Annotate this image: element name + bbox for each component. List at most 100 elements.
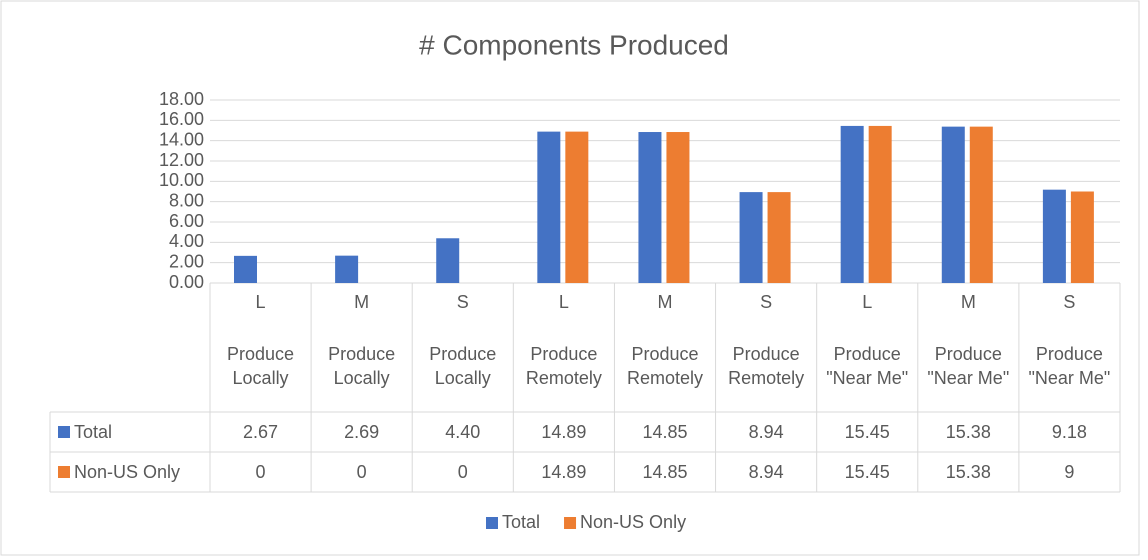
series-label: Non-US Only [74,452,210,492]
group-label-text: Produce Locally [429,344,497,388]
data-table-value-text: 0 [356,462,367,482]
data-table-value-text: 14.89 [541,462,587,482]
category-label: M [311,283,412,320]
category-label: S [1019,283,1120,320]
group-label: Produce "Near Me" [918,320,1019,412]
data-table-value: 15.45 [817,412,918,452]
data-table-value: 0 [412,452,513,492]
group-label-text: Produce Remotely [626,344,703,388]
y-tick-label: 6.00 [169,211,204,231]
category-label: M [918,283,1019,320]
data-table-value: 0 [210,452,311,492]
y-tick-label: 14.00 [159,129,204,149]
bar [335,255,359,283]
y-tick-label: 2.00 [169,251,204,271]
bar [840,125,864,283]
category-label-text: M [354,291,370,312]
group-label-text: Produce "Near Me" [927,344,1010,388]
bar [234,255,257,283]
data-table-value: 2.69 [311,412,412,452]
bar [1070,191,1094,283]
data-table-value-text: 0 [255,462,266,482]
group-label: Produce Locally [311,320,412,412]
bar [739,192,763,283]
data-table-value-text: 15.45 [844,462,890,482]
group-label: Produce Remotely [716,320,817,412]
data-table-value: 4.40 [412,412,513,452]
category-label: M [614,283,715,320]
data-table-value-text: 15.45 [844,422,890,442]
group-label-text: Produce Locally [227,344,295,388]
chart-title: # Components Produced [419,29,729,60]
data-table-value-text: 14.89 [541,422,587,442]
data-table-value-text: 15.38 [945,422,991,442]
data-table-value: 14.89 [513,452,614,492]
category-label-text: L [558,291,569,312]
data-table-value: 14.85 [614,412,715,452]
data-table-value-text: 15.38 [945,462,991,482]
data-table-value: 8.94 [716,452,817,492]
table-legend-key [58,466,70,478]
data-table-value: 9.18 [1019,412,1120,452]
series-label-text: Total [74,422,113,442]
group-label: Produce "Near Me" [817,320,918,412]
category-label: L [210,283,311,320]
group-label: Produce Remotely [614,320,715,412]
category-label: L [817,283,918,320]
category-label-text: L [862,291,873,312]
bar [767,192,791,283]
bar [537,131,561,283]
category-label-text: M [960,291,976,312]
group-label-text: Produce Remotely [728,344,805,388]
data-table-value-text: 0 [457,462,468,482]
group-label: Produce "Near Me" [1019,320,1120,412]
legend-label: Non-US Only [580,512,686,532]
data-table-value: 2.67 [210,412,311,452]
category-label-text: S [456,291,469,312]
legend-label: Total [502,512,540,532]
y-tick-label: 4.00 [169,231,204,251]
legend-key [486,517,498,529]
y-tick-label: 0.00 [169,272,204,292]
group-label-text: Produce Remotely [525,344,602,388]
data-table-value-text: 8.94 [748,462,784,482]
y-tick-label: 16.00 [159,109,204,129]
category-label-text: L [255,291,266,312]
data-table-value: 15.45 [817,452,918,492]
data-table-value: 14.85 [614,452,715,492]
category-label-text: S [1063,291,1076,312]
bar [666,132,690,283]
data-table-value: 15.38 [918,412,1019,452]
data-table-value-text: 8.94 [748,422,784,442]
series-label-text: Non-US Only [74,462,181,482]
bar [868,125,892,283]
y-tick-label: 12.00 [159,150,204,170]
series-label: Total [74,412,210,452]
group-label-text: Produce Locally [328,344,396,388]
data-table-value-text: 4.40 [445,422,481,442]
bar [436,238,460,283]
category-label-text: S [760,291,773,312]
category-label: S [716,283,817,320]
y-tick-label: 8.00 [169,190,204,210]
data-table-value-text: 2.67 [243,422,279,442]
category-label-text: M [657,291,673,312]
table-legend-key [58,426,70,438]
data-table-value-text: 9 [1064,462,1075,482]
group-label: Produce Locally [210,320,311,412]
data-table-value-text: 9.18 [1051,422,1087,442]
bar [969,126,993,284]
category-label: L [513,283,614,320]
group-label-text: Produce "Near Me" [1028,344,1111,388]
data-table-value: 9 [1019,452,1120,492]
bar [941,126,965,284]
y-tick-label: 18.00 [159,89,204,109]
bar [1042,189,1066,283]
legend-key [564,517,577,529]
group-label: Produce Locally [412,320,513,412]
category-label: S [412,283,513,320]
data-table-value: 14.89 [513,412,614,452]
group-label: Produce Remotely [513,320,614,412]
group-label-text: Produce "Near Me" [826,344,909,388]
